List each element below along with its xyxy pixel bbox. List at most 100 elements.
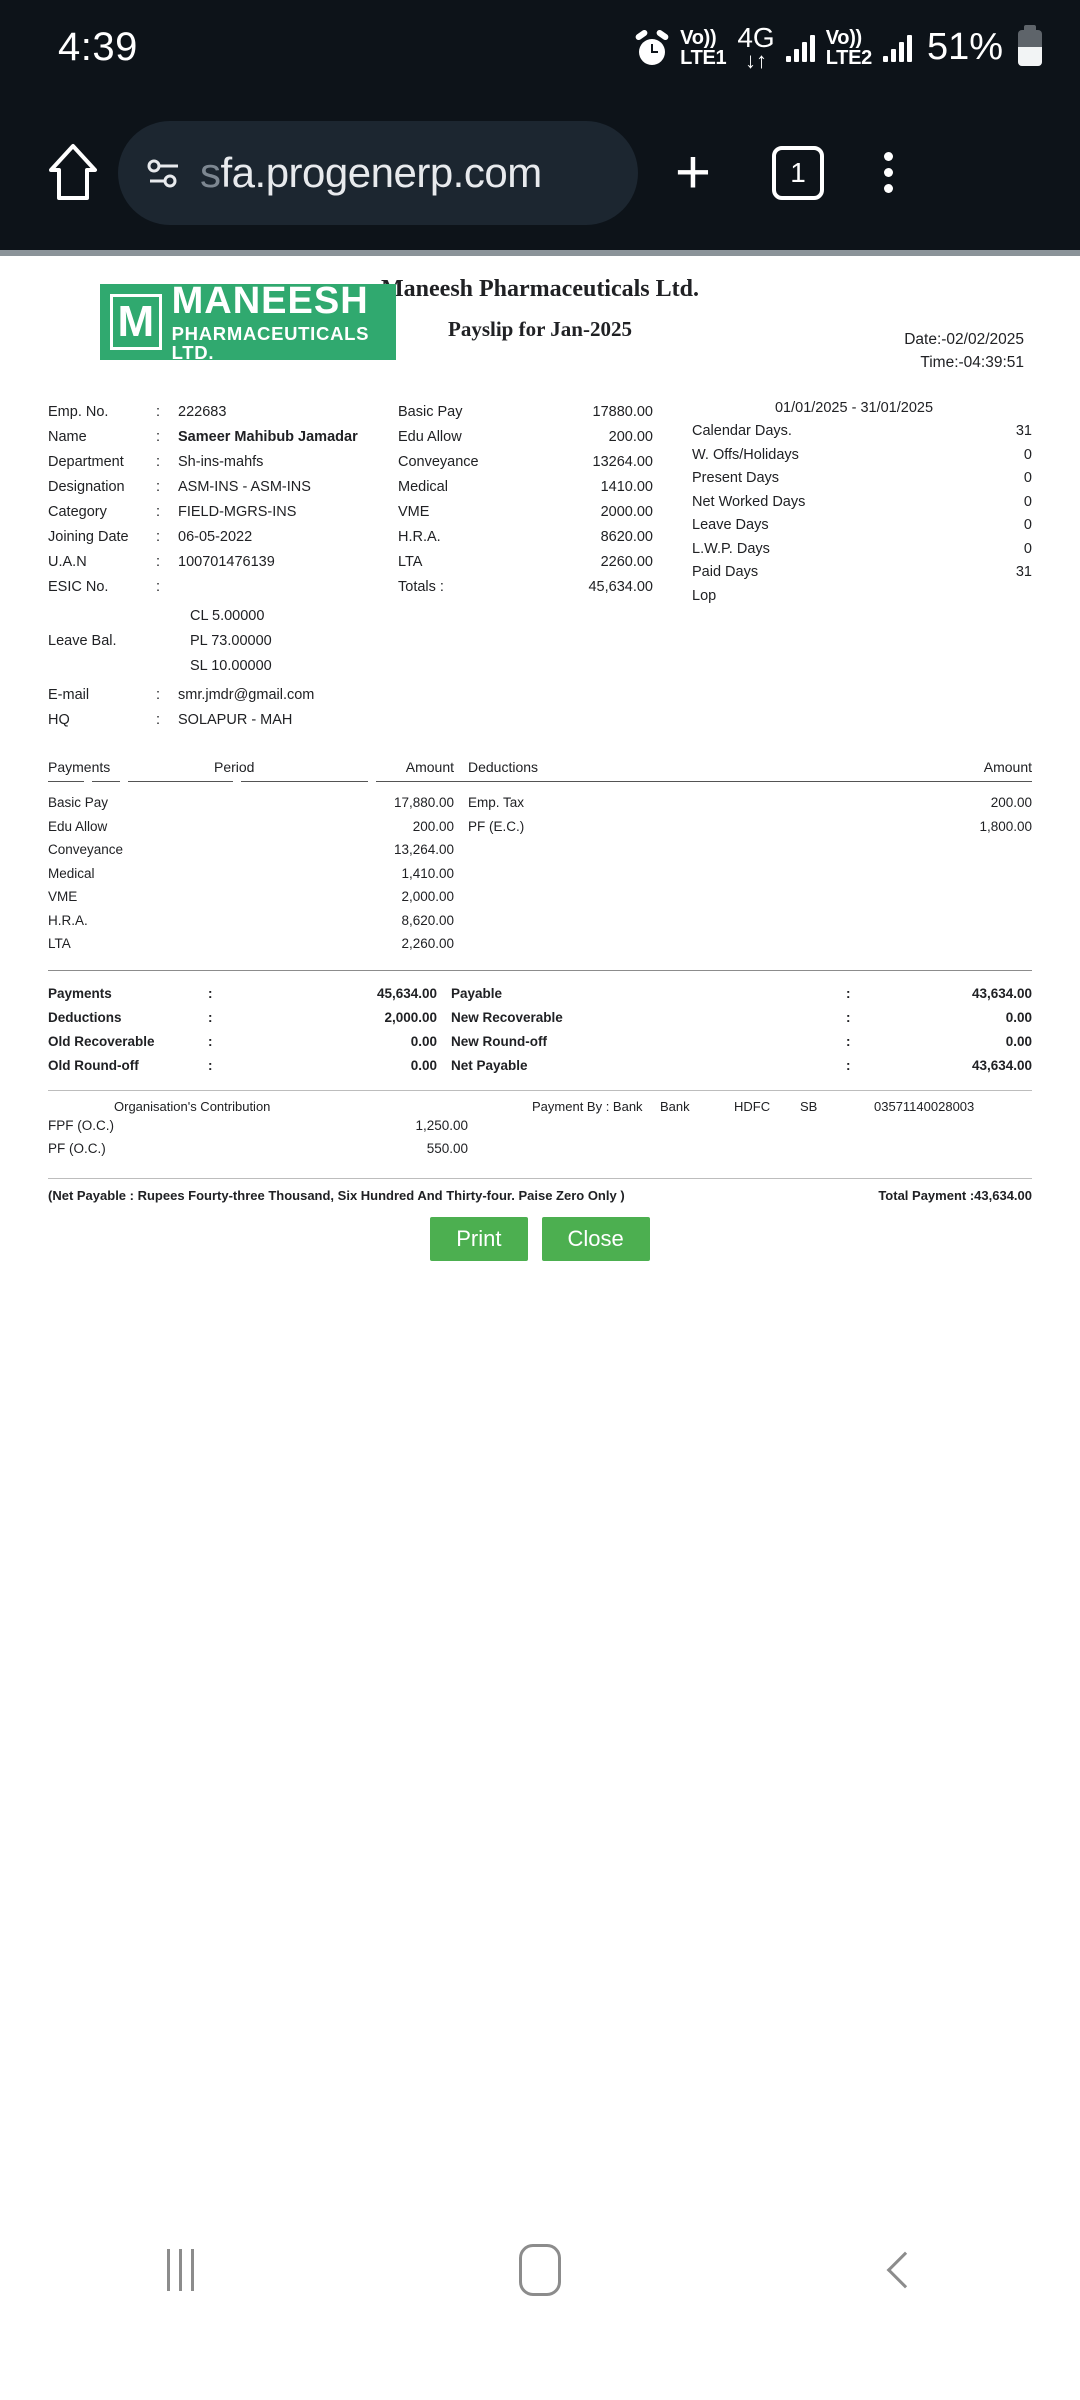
payment-label: Medical	[48, 865, 95, 881]
attendance-value: 31	[1015, 423, 1032, 439]
attendance-row: Net Worked Days 0	[692, 491, 1032, 515]
deduction-label	[454, 862, 912, 886]
tab-switcher-button[interactable]: 1	[748, 145, 848, 200]
url-prefix: s	[200, 148, 221, 196]
field-value: Sh-ins-mahfs	[178, 454, 264, 470]
field-label: E-mail	[48, 687, 90, 703]
attendance-value: 31	[1015, 564, 1032, 580]
battery-percent-label: 51%	[926, 26, 1003, 68]
attendance-row: Calendar Days. 31	[692, 420, 1032, 444]
earning-amount: 200.00	[608, 429, 653, 445]
summary-left-separator: :	[208, 985, 213, 1001]
org-contribution-rows: FPF (O.C.) 1,250.00 PF (O.C.) 550.00	[48, 1114, 1032, 1160]
home-button[interactable]	[28, 142, 118, 204]
leave-balance-value: SL 10.00000	[190, 658, 272, 674]
back-icon	[886, 2251, 924, 2289]
payment-label: Conveyance	[48, 842, 124, 857]
earning-label: LTA	[398, 554, 423, 570]
deduction-amount: 200.00	[990, 795, 1032, 810]
summary-row: Payments: 45,634.00 Payable: 43,634.00	[48, 982, 1032, 1006]
summary-left-label: Payments	[48, 985, 112, 1001]
payment-label: H.R.A.	[48, 912, 88, 928]
tab-count-label: 1	[772, 145, 824, 200]
leave-balance-label: Leave Bal.	[48, 633, 117, 649]
volte2-label: Vo))	[825, 26, 863, 49]
summary-bottom-rule	[48, 1089, 1032, 1091]
summary-left-label: Deductions	[48, 1009, 122, 1025]
contact-field: E-mail: smr.jmdr@gmail.com	[48, 683, 398, 708]
volte-lte2-icon: Vo)) LTE2	[825, 26, 873, 68]
summary-left-amount: 0.00	[410, 1057, 437, 1073]
payment-by-label: Payment By : Bank	[532, 1098, 643, 1114]
alarm-icon	[634, 28, 670, 65]
org-amount: 550.00	[426, 1140, 468, 1156]
earning-label: Medical	[398, 479, 448, 495]
attendance-label: Lop	[692, 587, 717, 604]
status-bar: 4:39 Vo)) LTE1 4G ↓↑ Vo)) LTE2 51%	[0, 0, 1080, 95]
summary-right-label: New Recoverable	[451, 1009, 563, 1025]
company-title: Maneesh Pharmaceuticals Ltd.	[381, 276, 699, 302]
leave-balance-row: CL 5.00000	[48, 604, 398, 629]
payment-amount: 2,260.00	[401, 936, 454, 951]
attendance-row: Present Days 0	[692, 467, 1032, 491]
attendance-value: 0	[1023, 470, 1032, 486]
summary-right-separator: :	[846, 1009, 851, 1025]
summary-left-amount: 0.00	[410, 1033, 437, 1049]
summary-right-separator: :	[846, 985, 851, 1001]
site-settings-icon	[147, 159, 178, 187]
summary-right-label: Net Payable	[451, 1057, 528, 1073]
close-button[interactable]: Close	[541, 1216, 650, 1261]
summary-row: Old Recoverable: 0.00 New Round-off: 0.00	[48, 1030, 1032, 1054]
field-label: ESIC No.	[48, 579, 109, 595]
bank-label: Bank	[660, 1098, 690, 1114]
table-row: Conveyance 13,264.00	[48, 838, 1032, 862]
page-top-divider	[0, 250, 1080, 256]
payslip-document: M MANEESH PHARMACEUTICALS LTD. Maneesh P…	[0, 256, 1080, 1261]
field-separator: :	[156, 479, 161, 495]
new-tab-button[interactable]: +	[674, 137, 712, 207]
attendance-label: Leave Days	[692, 517, 769, 533]
total-payment-label: Total Payment :43,634.00	[878, 1187, 1032, 1203]
employee-field: Emp. No.: 222683	[48, 400, 398, 425]
recents-icon	[166, 2249, 194, 2291]
attendance-label: Paid Days	[692, 564, 759, 580]
deduction-label: Emp. Tax	[468, 795, 525, 810]
field-separator: :	[156, 712, 161, 728]
attendance-row: Paid Days 31	[692, 561, 1032, 585]
summary-left-label: Old Round-off	[48, 1057, 139, 1073]
payment-label: Edu Allow	[48, 818, 108, 834]
org-contribution-row: FPF (O.C.) 1,250.00	[48, 1114, 1032, 1137]
deduction-amount	[912, 885, 1032, 909]
field-label: Joining Date	[48, 529, 129, 545]
deduction-label: PF (E.C.)	[468, 818, 525, 834]
field-label: U.A.N	[48, 554, 87, 570]
field-label: Department	[48, 454, 124, 470]
home-icon	[49, 143, 97, 200]
org-label: FPF (O.C.)	[48, 1117, 114, 1133]
payment-label: LTA	[48, 936, 71, 951]
recents-button[interactable]	[90, 2200, 270, 2340]
attendance-period: 01/01/2025 - 31/01/2025	[774, 400, 934, 416]
home-nav-button[interactable]	[450, 2200, 630, 2340]
data-transfer-icon: ↓↑	[745, 47, 768, 73]
earning-label: Basic Pay	[398, 404, 463, 420]
url-bar[interactable]: sfa.progenerp.com	[118, 120, 638, 225]
bank-details: Payment By : Bank Bank HDFC SB 035711400…	[532, 1099, 1024, 1114]
battery-icon	[1018, 24, 1042, 66]
status-icons: Vo)) LTE1 4G ↓↑ Vo)) LTE2 51%	[634, 23, 1042, 73]
field-value: 222683	[178, 404, 227, 420]
back-button[interactable]	[810, 2200, 990, 2340]
logo-line-2: PHARMACEUTICALS LTD.	[171, 323, 370, 363]
employee-field: Name: Sameer Mahibub Jamadar	[48, 425, 398, 450]
summary-right-label: New Round-off	[451, 1033, 547, 1049]
print-button[interactable]: Print	[430, 1216, 528, 1261]
earning-amount: 1410.00	[600, 479, 653, 495]
deduction-amount	[912, 932, 1032, 956]
overflow-menu-button[interactable]	[848, 152, 928, 193]
status-clock: 4:39	[58, 25, 138, 69]
table-row: LTA 2,260.00	[48, 932, 1032, 956]
attendance-label: Present Days	[692, 470, 780, 486]
summary-row: Old Round-off: 0.00 Net Payable: 43,634.00	[48, 1054, 1032, 1078]
payment-amount: 8,620.00	[401, 912, 454, 928]
summary-left-separator: :	[208, 1057, 213, 1073]
